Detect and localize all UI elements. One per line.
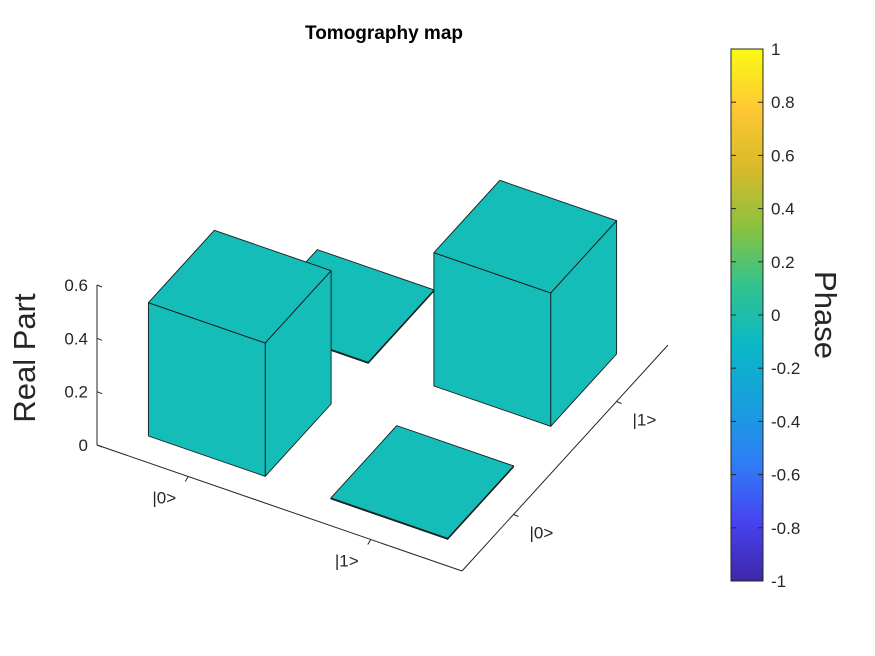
bar-face-top [433, 179, 618, 294]
plot-axes: 0 0.2 0.4 0.6 |0> |1> |0> |1> [64, 276, 669, 572]
colorbar-tick-label: -0.8 [771, 519, 800, 538]
colorbar-tick-label: -0.6 [771, 466, 800, 485]
col-tick-mark [616, 401, 622, 404]
bar-0-0 [147, 229, 332, 477]
z-tick-mark [96, 391, 103, 395]
colorbar-tick-label: 1 [771, 40, 780, 59]
bar-face-top [147, 229, 332, 344]
bar-1-1 [433, 179, 618, 427]
z-axis-label: Real Part [7, 293, 42, 423]
colorbar-label: Phase [808, 271, 843, 359]
z-tick-label: 0 [79, 436, 88, 455]
chart-title: Tomography map [305, 23, 463, 44]
colorbar-tick-label: -1 [771, 572, 786, 591]
row-tick-label: |1> [335, 552, 359, 571]
bar-1-0 [330, 425, 515, 540]
row-tick-mark [184, 476, 189, 482]
col-tick-label: |0> [530, 524, 554, 543]
front-right-axis-line [461, 344, 669, 572]
colorbar-tick-label: 0.6 [771, 146, 795, 165]
z-tick-label: 0.2 [64, 383, 88, 402]
colorbar-tick-label: 0.2 [771, 253, 795, 272]
z-tick-mark [96, 444, 103, 448]
z-tick-mark [96, 284, 103, 288]
colorbar-tick-label: -0.2 [771, 359, 800, 378]
col-tick-mark [513, 514, 519, 517]
z-tick-label: 0.4 [64, 329, 88, 348]
bar-face-top [330, 425, 515, 539]
colorbar-tick-label: -0.4 [771, 412, 800, 431]
colorbar-tick-label: 0 [771, 306, 780, 325]
row-tick-label: |0> [152, 489, 176, 508]
col-tick-label: |1> [633, 411, 657, 430]
row-tick-mark [367, 539, 372, 545]
z-tick-mark [96, 337, 103, 341]
bar-group [147, 179, 618, 540]
colorbar-tick-label: 0.8 [771, 93, 795, 112]
phase-colorbar: 1 0.8 0.6 0.4 0.2 0 -0.2 -0.4 -0.6 -0.8 -1 Phase [730, 40, 843, 591]
z-tick-label: 0.6 [64, 276, 88, 295]
colorbar-fill [730, 48, 764, 582]
colorbar-tick-label: 0.4 [771, 200, 795, 219]
front-left-axis-line [96, 444, 463, 572]
